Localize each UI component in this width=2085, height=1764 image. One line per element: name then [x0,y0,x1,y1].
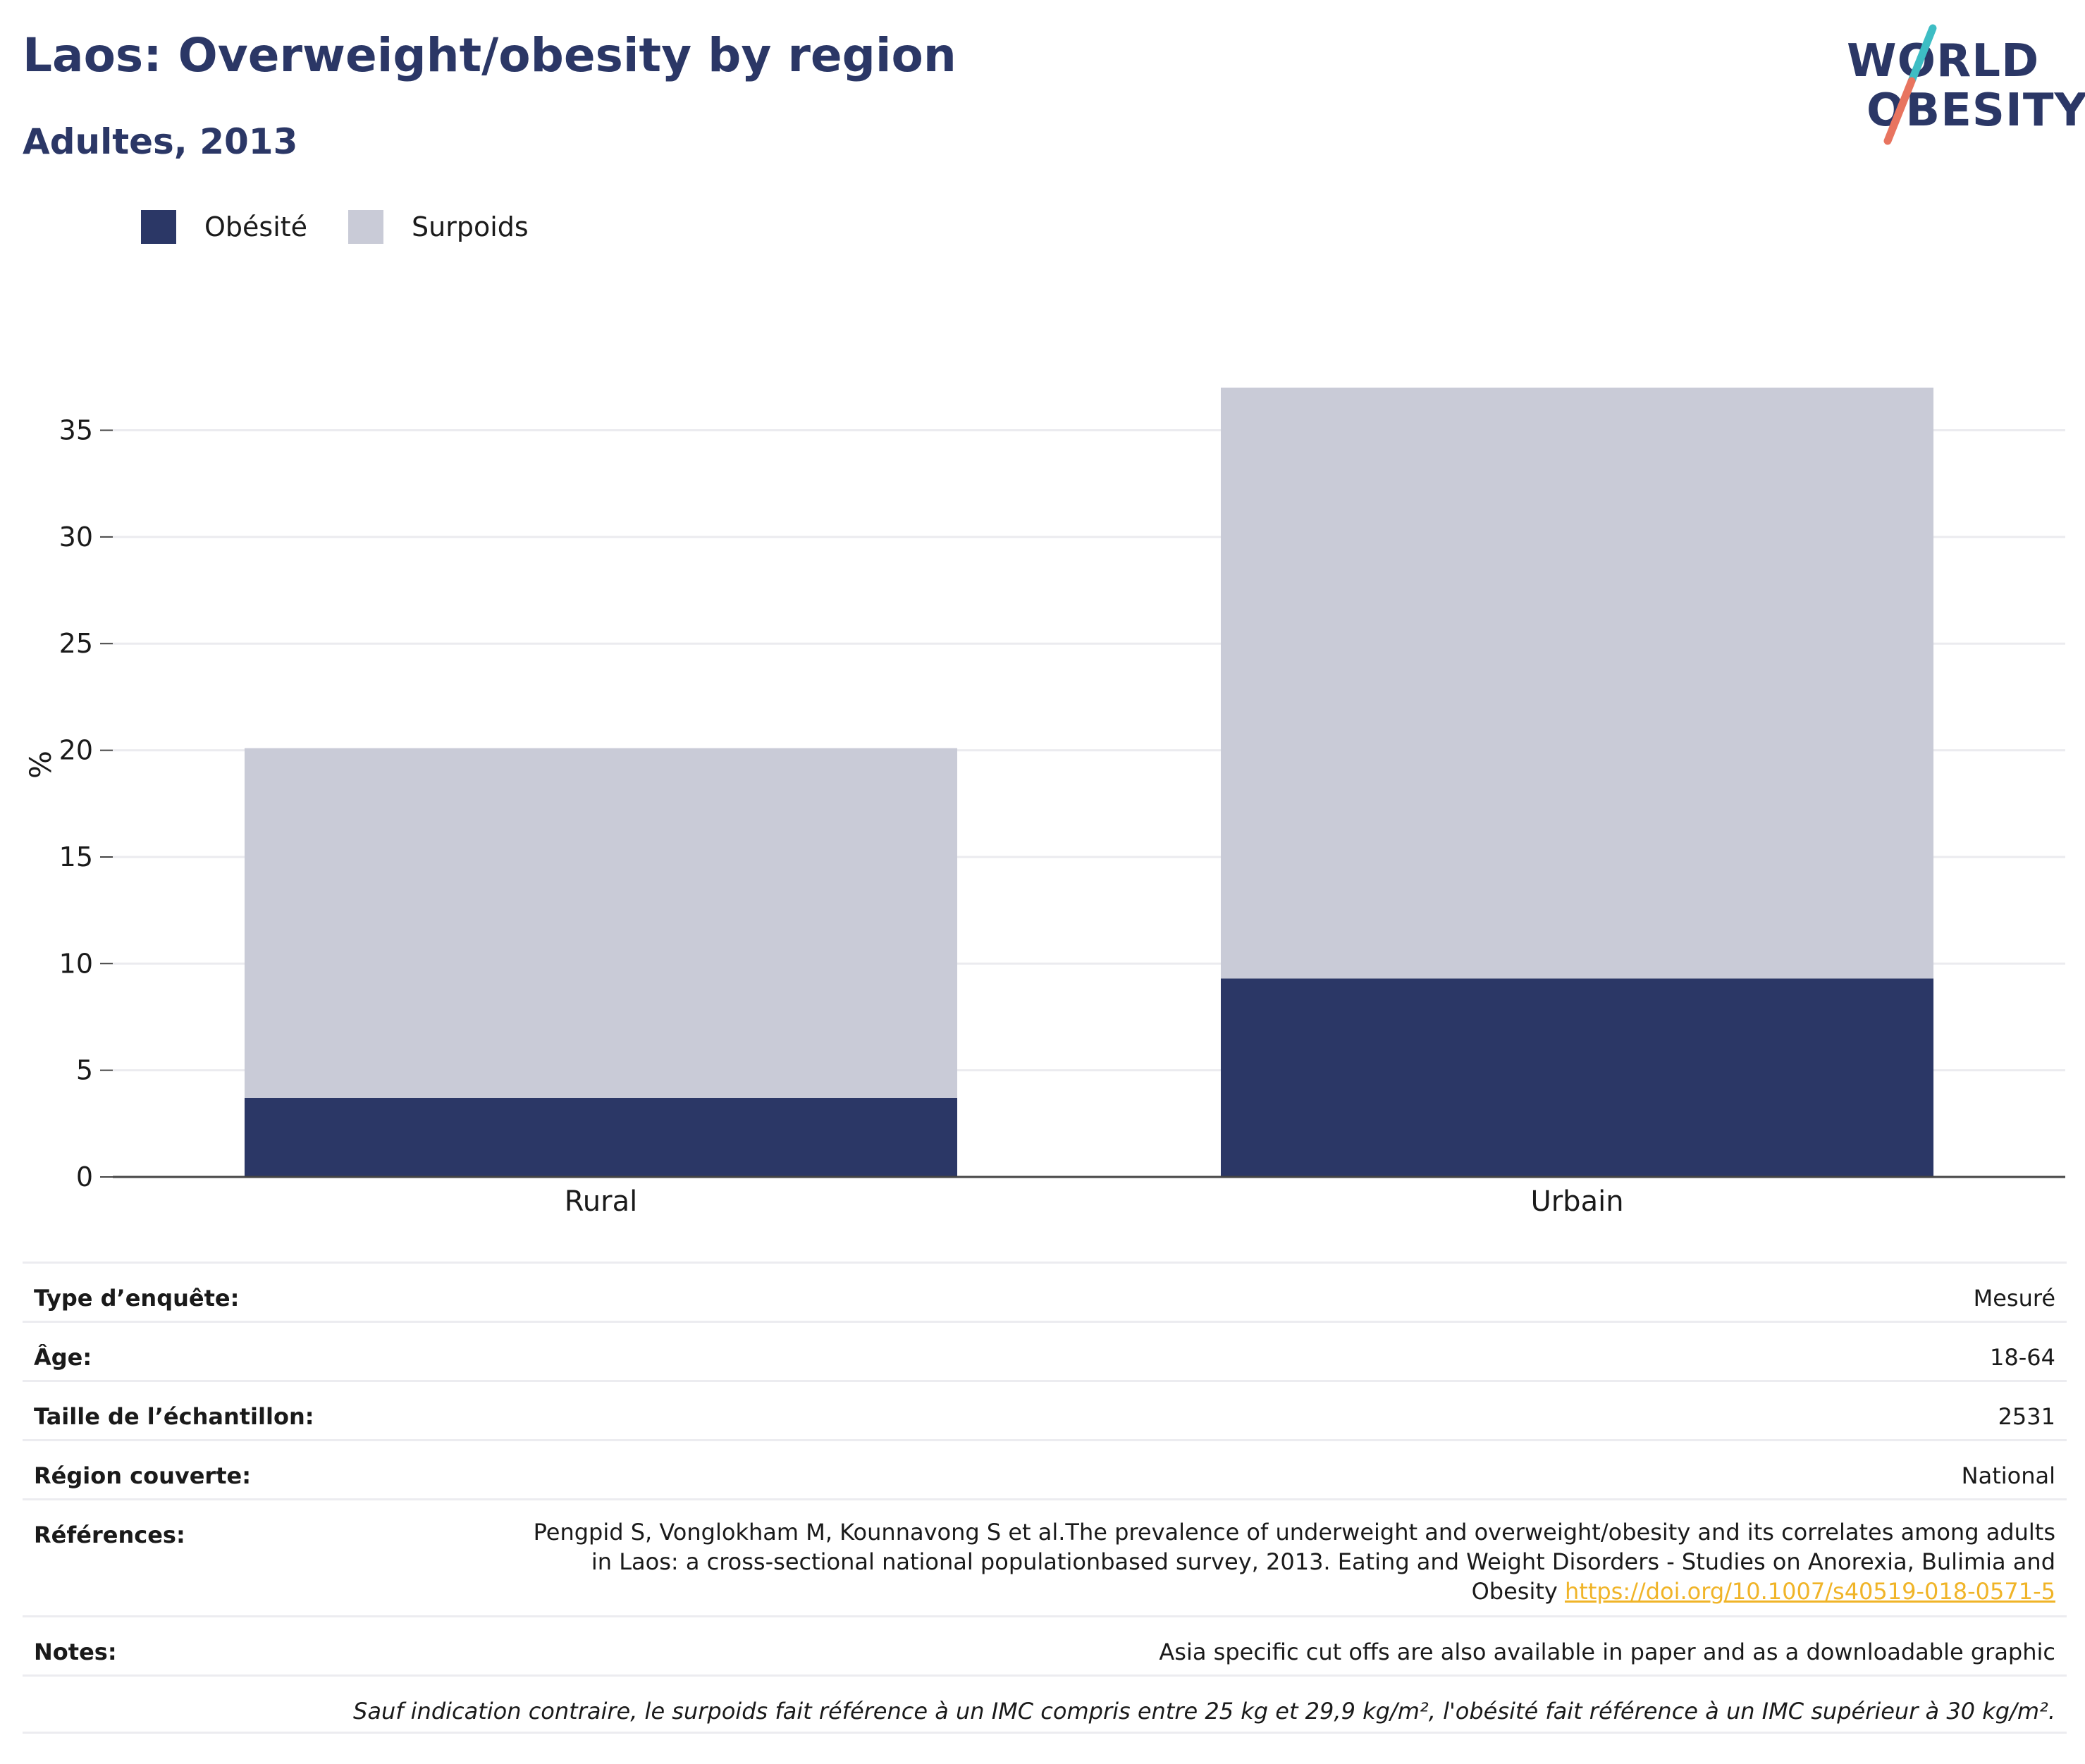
chart-subtitle: Adultes, 2013 [23,121,298,162]
y-tick-label: 0 [76,1161,93,1192]
reference-line-1: Pengpid S, Vonglokham M, Kounnavong S et… [533,1519,2055,1546]
info-row-references: Références: Pengpid S, Vonglokham M, Kou… [23,1498,2067,1615]
legend-item-overweight[interactable]: Surpoids [348,210,529,244]
y-tick-label: 25 [59,628,93,659]
legend-swatch-obesity [141,210,176,244]
info-value: 2531 [1998,1403,2055,1430]
bar-obesity-rural [244,1098,958,1177]
y-tick-label: 5 [76,1055,93,1086]
reference-line-2: in Laos: a cross-sectional national popu… [591,1548,2055,1575]
info-row-footnote: Sauf indication contraire, le surpoids f… [23,1674,2067,1734]
info-value: Asia specific cut offs are also availabl… [1159,1639,2055,1665]
info-row-survey-type: Type d’enquête: Mesuré [23,1262,2067,1321]
info-value: Mesuré [1973,1285,2055,1312]
y-axis-label: % [23,751,58,779]
y-tick-label: 15 [59,841,93,872]
chart-title: Laos: Overweight/obesity by region [23,28,957,82]
info-label: Âge: [34,1344,92,1371]
y-tick-label: 35 [59,415,93,446]
legend-label-obesity: Obésité [204,211,308,242]
info-label: Taille de l’échantillon: [34,1403,314,1430]
reference-line-3: Obesity [1471,1578,1558,1605]
footnote-text: Sauf indication contraire, le surpoids f… [353,1698,2055,1725]
info-value: National [1961,1462,2055,1489]
x-tick-label: Urbain [1530,1185,1623,1218]
info-value: 18-64 [1990,1344,2055,1371]
logo-slash-icon [1883,24,1937,145]
y-tick-label: 30 [59,522,93,553]
legend: Obésité Surpoids [141,210,570,244]
info-label: Type d’enquête: [34,1285,240,1312]
info-label: Références: [34,1522,185,1548]
info-label: Notes: [34,1639,117,1665]
y-tick-label: 10 [59,948,93,979]
info-value-references: Pengpid S, Vonglokham M, Kounnavong S et… [434,1500,2055,1606]
legend-swatch-overweight [348,210,384,244]
bar-chart: 0 5 10 15 20 25 30 35% Rural Urbain [23,388,2065,1218]
info-row-age: Âge: 18-64 [23,1321,2067,1380]
x-tick-label: Rural [565,1185,637,1218]
info-row-region: Région couverte: National [23,1439,2067,1498]
logo-word-world: WORLD [1847,35,2040,87]
bar-obesity-urbain [1220,978,1934,1177]
y-tick-label: 20 [59,735,93,766]
info-label: Région couverte: [34,1462,251,1489]
reference-doi-link[interactable]: https://doi.org/10.1007/s40519-018-0571-… [1564,1578,2055,1605]
bar-overweight-urbain [1220,388,1934,979]
info-row-sample-size: Taille de l’échantillon: 2531 [23,1380,2067,1439]
legend-item-obesity[interactable]: Obésité [141,210,307,244]
bar-overweight-rural [244,748,958,1098]
world-obesity-logo: WORLD OBESITY [1833,14,2085,148]
legend-label-overweight: Surpoids [412,211,529,242]
survey-info-table: Type d’enquête: Mesuré Âge: 18-64 Taille… [23,1262,2067,1734]
info-row-notes: Notes: Asia specific cut offs are also a… [23,1615,2067,1674]
